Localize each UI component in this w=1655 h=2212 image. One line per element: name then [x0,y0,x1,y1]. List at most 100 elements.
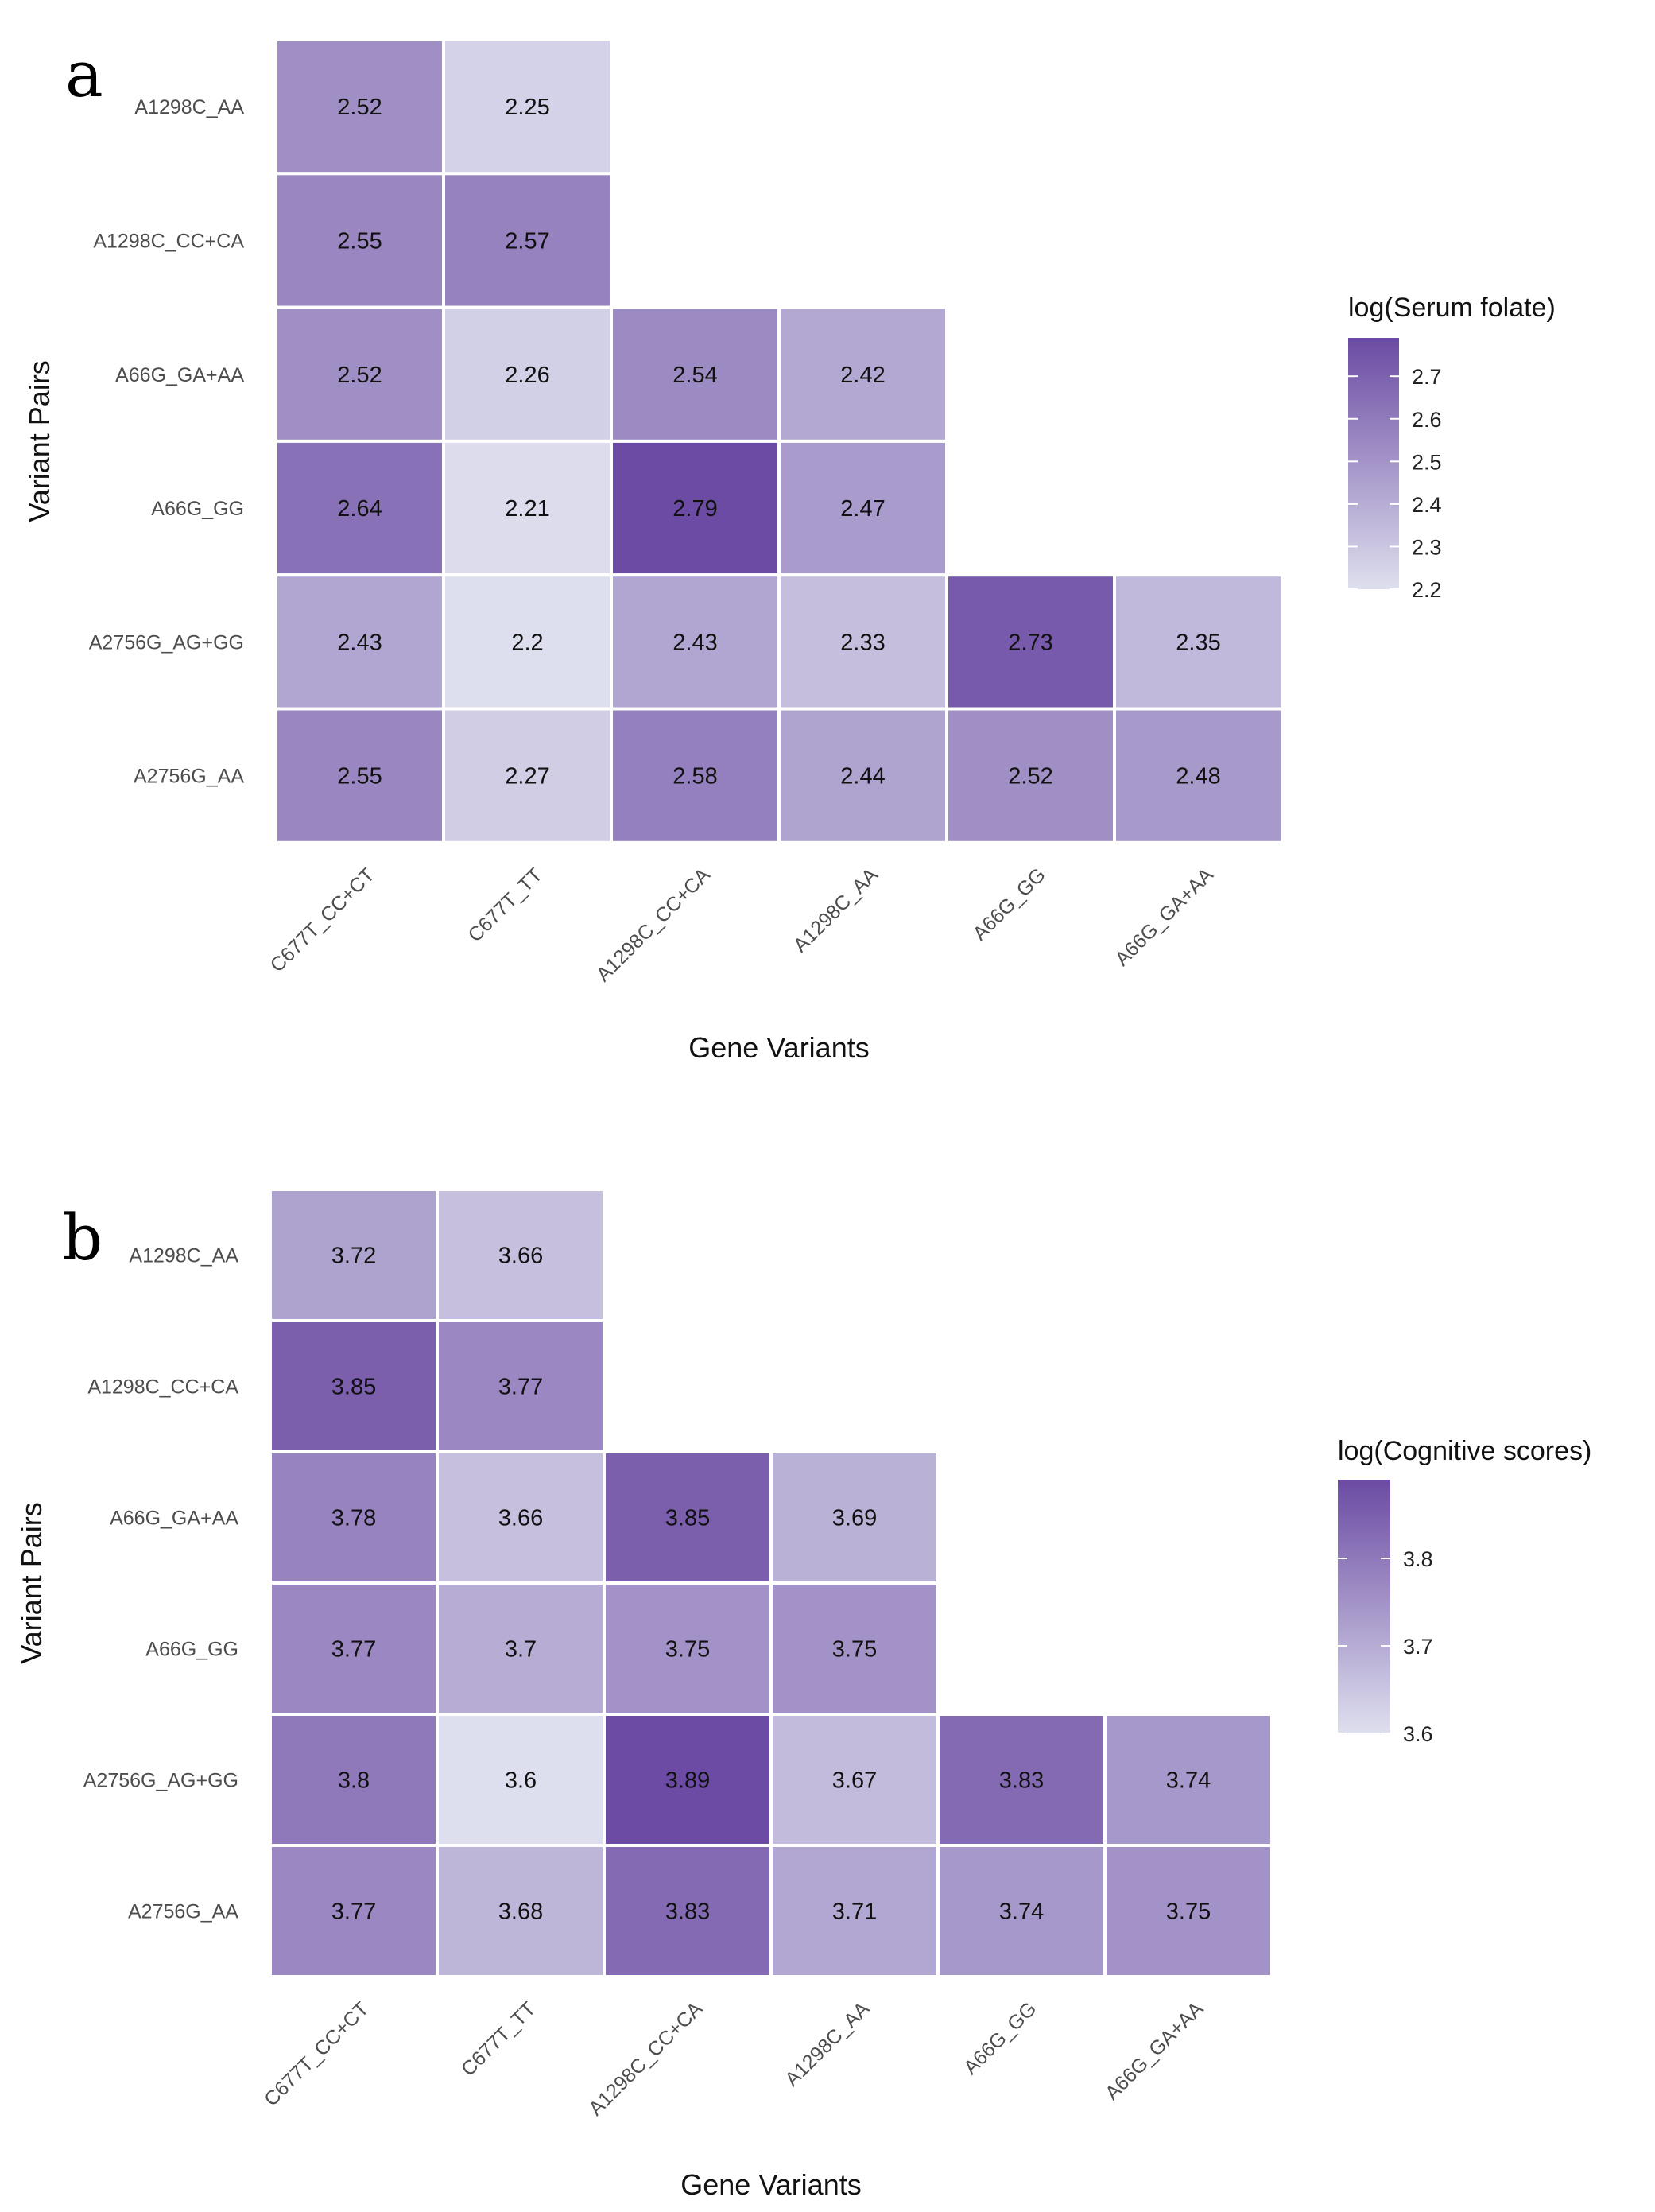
column-label: C677T_CC+CT [266,863,379,976]
cell-value: 3.74 [1166,1768,1211,1794]
cell-value: 2.42 [840,363,885,388]
cell-value: 3.75 [665,1637,710,1663]
cell-value: 3.72 [331,1244,376,1269]
heatmap-cell [436,1319,606,1453]
row-label: A66G_GA+AA [110,1508,238,1530]
heatmap-cell [945,573,1116,711]
cell-value: 3.77 [331,1900,376,1925]
cell-value: 3.69 [832,1506,877,1531]
cell-value: 3.6 [505,1768,537,1794]
cell-value: 2.33 [840,630,885,655]
row-label: A66G_GG [151,498,244,520]
row-label: A1298C_CC+CA [93,230,244,252]
cell-value: 2.48 [1176,764,1220,790]
cell-value: 2.47 [840,496,885,522]
heatmap-cell [777,305,948,443]
legend-tick-label: 2.3 [1412,535,1442,559]
heatmap-cell [269,1581,439,1716]
color-scale-bar [1338,1480,1390,1733]
cell-value: 3.78 [331,1506,376,1531]
cell-value: 3.85 [331,1375,376,1400]
cell-value: 3.85 [665,1506,710,1531]
cell-value: 2.79 [672,496,717,522]
cell-value: 3.77 [331,1637,376,1663]
cell-value: 3.83 [665,1900,710,1925]
legend-tick-label: 3.6 [1403,1722,1433,1746]
x-axis-title: Gene Variants [680,2168,861,2201]
heatmap-serum-folate: a 2.52 2.25 2.55 2.57 2.52 2.26 2.54 2.42 2.64 2.2… [23,37,1556,1064]
heatmap-cell [436,1450,606,1585]
cell-value: 3.67 [832,1768,877,1794]
legend-title: log(Cognitive scores) [1338,1436,1591,1466]
heatmap-cell [1113,573,1284,711]
cell-value: 2.73 [1008,630,1052,655]
cell-value: 2.55 [337,764,382,790]
cell-value: 3.75 [1166,1900,1211,1925]
heatmap-cell [769,1450,940,1585]
column-label: A1298C_CC+CA [592,863,715,986]
cell-value: 2.64 [337,496,382,522]
cell-value: 2.43 [337,630,382,655]
heatmap-cell [945,707,1116,844]
y-axis-title: Variant Pairs [23,360,56,522]
cell-value: 2.25 [505,95,549,120]
heatmap-cell [442,305,613,443]
y-axis-title: Variant Pairs [15,1502,48,1663]
legend-tick-label: 3.7 [1403,1635,1433,1659]
column-label: A1298C_AA [781,1997,874,2090]
cell-value: 3.89 [665,1768,710,1794]
heatmap-cell [442,172,613,309]
row-label: A1298C_CC+CA [87,1376,238,1399]
legend-tick-label: 2.7 [1412,365,1442,389]
column-label: A66G_GA+AA [1110,863,1218,971]
panel-label: b [62,1201,103,1275]
row-label: A66G_GG [145,1639,238,1661]
heatmap-cell [603,1713,773,1847]
x-axis-title: Gene Variants [688,1031,869,1064]
row-label: A1298C_AA [134,96,244,118]
heatmap-cell [442,38,613,176]
legend-tick-label: 2.2 [1412,578,1442,602]
cell-value: 3.66 [498,1244,543,1269]
legend-tick-label: 2.6 [1412,408,1442,432]
legend-tick-label: 2.4 [1412,493,1442,517]
row-label: A2756G_AA [134,766,244,788]
column-label: A66G_GG [959,1997,1041,2078]
row-label: A66G_GA+AA [115,364,244,386]
heatmap-cell [269,1319,439,1453]
cell-value: 2.35 [1176,630,1220,655]
cell-value: 2.58 [672,764,717,790]
heatmap-cell [269,1844,439,1978]
cell-value: 3.66 [498,1506,543,1531]
heatmap-cell [442,707,613,844]
cell-value: 2.27 [505,764,549,790]
cell-value: 3.75 [832,1637,877,1663]
panel-label: a [65,37,103,111]
heatmap-cell [603,1844,773,1978]
column-label: C677T_TT [463,863,546,946]
row-label: A2756G_AG+GG [89,631,244,654]
cell-value: 3.8 [338,1768,370,1794]
cell-value: 3.74 [999,1900,1044,1925]
heatmap-cell [777,573,948,711]
heatmap-cell [1103,1844,1273,1978]
cell-value: 2.57 [505,228,549,254]
column-label: C677T_CC+CT [260,1997,373,2110]
column-label: A66G_GG [968,863,1049,945]
row-label: A2756G_AG+GG [83,1770,238,1792]
cell-value: 2.2 [511,630,543,655]
cell-value: 3.77 [498,1375,543,1400]
heatmap-cell [936,1844,1107,1978]
heatmap-cell [777,439,948,577]
cell-value: 2.55 [337,228,382,254]
cell-value: 3.71 [832,1900,877,1925]
cell-value: 2.52 [337,95,382,120]
heatmap-cell [436,1188,606,1322]
cell-value: 3.83 [999,1768,1044,1794]
heatmap-cell [274,707,445,844]
heatmap-cognitive-scores: b 3.72 3.66 3.85 3.77 3.78 3.66 3.85 3.69 3.77 3.7… [15,1188,1591,2201]
heatmap-cell [442,573,613,711]
heatmap-cell [436,1713,606,1847]
heatmap-cell [777,707,948,844]
